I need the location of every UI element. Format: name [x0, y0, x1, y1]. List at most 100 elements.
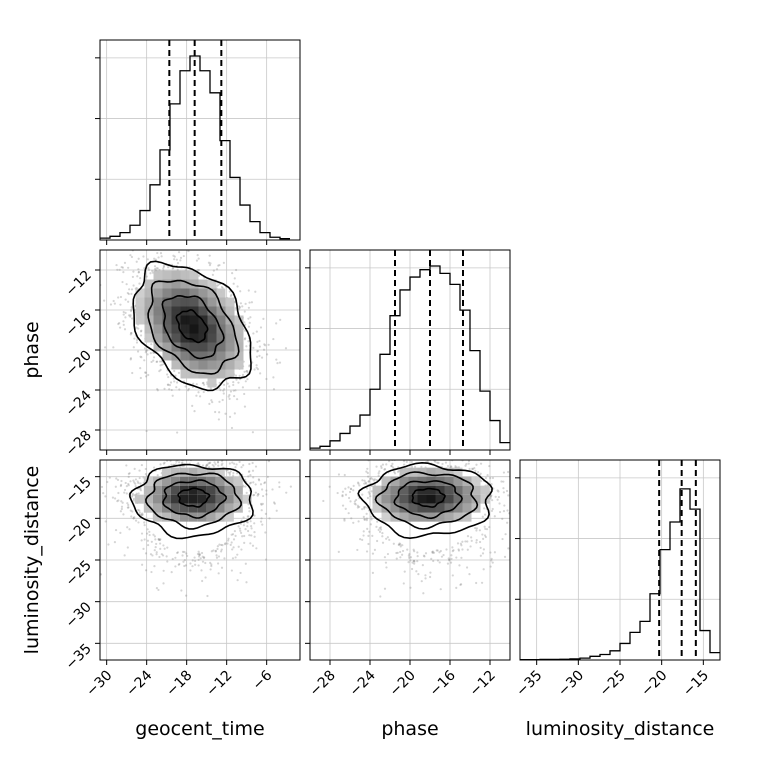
scatter-point — [178, 388, 180, 390]
scatter-point — [413, 550, 415, 552]
scatter-point — [226, 542, 228, 544]
scatter-point — [489, 551, 491, 553]
density-cell — [180, 477, 189, 486]
scatter-point — [156, 587, 158, 589]
y-tick-label-luminosity_distance: −25 — [63, 558, 95, 590]
scatter-point — [361, 479, 363, 481]
density-cell — [135, 495, 144, 504]
scatter-point — [344, 488, 346, 490]
scatter-point — [245, 303, 247, 305]
scatter-point — [243, 371, 245, 373]
scatter-point — [221, 464, 223, 466]
scatter-point — [147, 374, 149, 376]
histogram-bin-luminosity_distance — [670, 522, 680, 660]
scatter-point — [130, 358, 132, 360]
x-tick-label-phase: −20 — [387, 668, 419, 700]
density-cell — [382, 495, 391, 504]
scatter-point — [444, 456, 446, 458]
scatter-point — [396, 557, 398, 559]
scatter-point — [252, 431, 254, 433]
scatter-point — [180, 589, 182, 591]
scatter-point — [196, 383, 198, 385]
scatter-point — [132, 480, 134, 482]
scatter-point — [123, 311, 125, 313]
scatter-point — [366, 550, 368, 552]
scatter-point — [137, 327, 139, 329]
scatter-point — [240, 532, 242, 534]
scatter-point — [260, 517, 262, 519]
scatter-point — [474, 470, 476, 472]
scatter-point — [467, 549, 469, 551]
scatter-point — [150, 571, 152, 573]
y-axis-label-phase: phase — [21, 321, 43, 378]
scatter-point — [425, 552, 427, 554]
scatter-point — [350, 517, 352, 519]
scatter-point — [355, 499, 357, 501]
scatter-point — [517, 479, 519, 481]
scatter-point — [244, 485, 246, 487]
scatter-point — [248, 326, 250, 328]
scatter-point — [260, 483, 262, 485]
scatter-point — [345, 494, 347, 496]
scatter-point — [420, 466, 422, 468]
scatter-point — [256, 331, 258, 333]
scatter-point — [441, 556, 443, 558]
scatter-point — [429, 572, 431, 574]
scatter-point — [409, 587, 411, 589]
scatter-point — [492, 454, 494, 456]
histogram-bin-luminosity_distance — [610, 651, 620, 660]
scatter-point — [127, 301, 129, 303]
scatter-point — [409, 457, 411, 459]
scatter-point — [450, 554, 452, 556]
scatter-point — [413, 560, 415, 562]
scatter-point — [147, 544, 149, 546]
scatter-point — [404, 571, 406, 573]
scatter-point — [358, 484, 360, 486]
scatter-point — [230, 544, 232, 546]
scatter-point — [484, 534, 486, 536]
scatter-point — [378, 529, 380, 531]
scatter-point — [144, 524, 146, 526]
scatter-point — [140, 356, 142, 358]
density-cell — [226, 334, 235, 343]
density-cell — [172, 361, 181, 370]
scatter-point — [260, 521, 262, 523]
scatter-point — [515, 516, 517, 518]
scatter-point — [122, 513, 124, 515]
scatter-point — [154, 549, 156, 551]
scatter-point — [242, 464, 244, 466]
y-axis-label-luminosity-distance: luminosity_distance — [21, 466, 43, 655]
scatter-point — [481, 582, 483, 584]
scatter-point — [189, 569, 191, 571]
scatter-point — [124, 554, 126, 556]
scatter-point — [432, 560, 434, 562]
scatter-point — [197, 452, 199, 454]
scatter-point — [136, 261, 138, 263]
scatter-point — [191, 565, 193, 567]
scatter-point — [384, 556, 386, 558]
scatter-point — [171, 571, 173, 573]
scatter-point — [138, 282, 140, 284]
scatter-point — [129, 480, 131, 482]
density-cell — [400, 495, 409, 504]
scatter-point — [128, 476, 130, 478]
scatter-point — [140, 334, 142, 336]
scatter-point — [156, 361, 158, 363]
scatter-point — [145, 552, 147, 554]
scatter-point — [144, 347, 146, 349]
scatter-point — [149, 534, 151, 536]
histogram-bin-geocent_time — [250, 222, 260, 240]
scatter-point — [248, 510, 250, 512]
scatter-point — [370, 518, 372, 520]
scatter-point — [142, 255, 144, 257]
scatter-point — [489, 477, 491, 479]
scatter-point — [130, 515, 132, 517]
density-cell — [136, 307, 145, 316]
scatter-point — [122, 266, 124, 268]
scatter-point — [394, 472, 396, 474]
scatter-point — [203, 391, 205, 393]
scatter-point — [452, 549, 454, 551]
scatter-point — [171, 389, 173, 391]
scatter-point — [391, 463, 393, 465]
scatter-point — [231, 427, 233, 429]
